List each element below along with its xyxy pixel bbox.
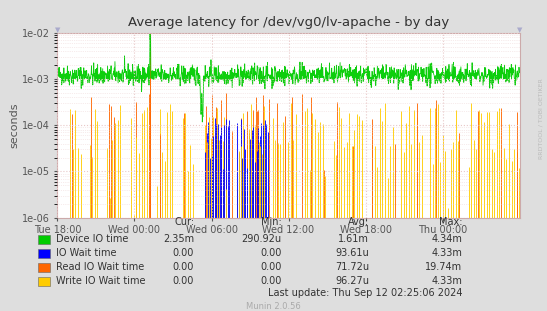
Text: IO Wait time: IO Wait time: [56, 248, 117, 258]
Text: Device IO time: Device IO time: [56, 234, 128, 244]
Text: 0.00: 0.00: [260, 248, 282, 258]
Text: Read IO Wait time: Read IO Wait time: [56, 262, 144, 272]
Text: Munin 2.0.56: Munin 2.0.56: [246, 301, 301, 310]
Text: Write IO Wait time: Write IO Wait time: [56, 276, 146, 286]
Title: Average latency for /dev/vg0/lv-apache - by day: Average latency for /dev/vg0/lv-apache -…: [128, 16, 449, 29]
Text: Last update: Thu Sep 12 02:25:06 2024: Last update: Thu Sep 12 02:25:06 2024: [267, 288, 462, 298]
Text: 96.27u: 96.27u: [335, 276, 369, 286]
Text: 4.33m: 4.33m: [432, 248, 462, 258]
Text: 0.00: 0.00: [173, 276, 194, 286]
Text: 4.34m: 4.34m: [432, 234, 462, 244]
Text: 1.61m: 1.61m: [339, 234, 369, 244]
Text: 0.00: 0.00: [173, 262, 194, 272]
Text: 0.00: 0.00: [260, 276, 282, 286]
Text: Min:: Min:: [261, 217, 282, 227]
Text: 19.74m: 19.74m: [425, 262, 462, 272]
Text: 2.35m: 2.35m: [163, 234, 194, 244]
Text: 93.61u: 93.61u: [335, 248, 369, 258]
Text: RRDTOOL / TOBI OETIKER: RRDTOOL / TOBI OETIKER: [538, 78, 543, 159]
Text: ▼: ▼: [55, 27, 60, 33]
Text: 4.33m: 4.33m: [432, 276, 462, 286]
Text: 0.00: 0.00: [173, 248, 194, 258]
Text: 0.00: 0.00: [260, 262, 282, 272]
Text: ▼: ▼: [517, 27, 522, 33]
Text: Avg:: Avg:: [348, 217, 369, 227]
Text: 71.72u: 71.72u: [335, 262, 369, 272]
Text: Cur:: Cur:: [174, 217, 194, 227]
Text: 290.92u: 290.92u: [242, 234, 282, 244]
Y-axis label: seconds: seconds: [9, 102, 19, 148]
Text: Max:: Max:: [439, 217, 462, 227]
